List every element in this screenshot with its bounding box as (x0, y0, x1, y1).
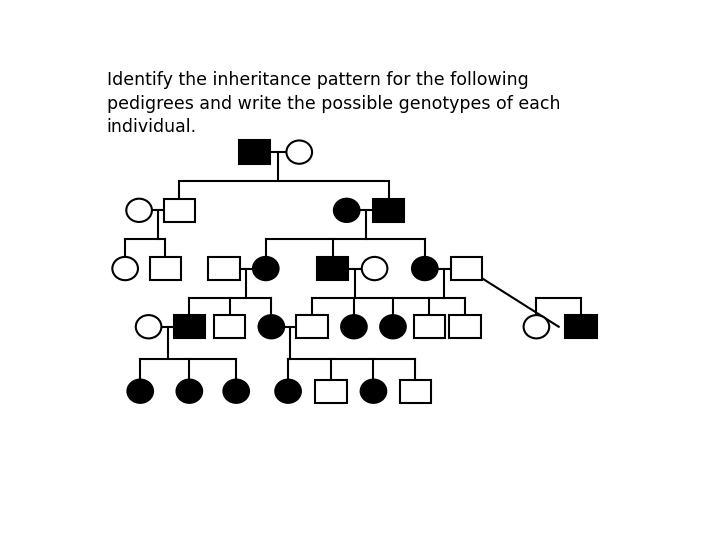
Bar (208, 257, 240, 280)
Ellipse shape (380, 315, 406, 339)
Bar (163, 199, 195, 222)
Bar (150, 257, 181, 280)
Bar (214, 315, 245, 339)
Ellipse shape (127, 380, 153, 403)
Ellipse shape (334, 199, 359, 222)
Bar (400, 380, 431, 403)
Bar (413, 315, 445, 339)
Bar (449, 315, 481, 339)
Ellipse shape (412, 257, 438, 280)
Bar (239, 140, 270, 164)
Ellipse shape (341, 315, 366, 339)
Bar (451, 257, 482, 280)
Bar (174, 315, 205, 339)
Ellipse shape (287, 140, 312, 164)
Ellipse shape (361, 257, 387, 280)
Ellipse shape (136, 315, 161, 339)
Ellipse shape (223, 380, 249, 403)
Ellipse shape (176, 380, 202, 403)
Ellipse shape (126, 199, 152, 222)
Ellipse shape (275, 380, 301, 403)
Bar (565, 315, 597, 339)
Ellipse shape (523, 315, 549, 339)
Ellipse shape (112, 257, 138, 280)
Bar (373, 199, 404, 222)
Bar (297, 315, 328, 339)
Bar (317, 257, 348, 280)
Text: Identify the inheritance pattern for the following
pedigrees and write the possi: Identify the inheritance pattern for the… (107, 71, 560, 136)
Bar (315, 380, 347, 403)
Ellipse shape (361, 380, 386, 403)
Ellipse shape (258, 315, 284, 339)
Ellipse shape (253, 257, 279, 280)
